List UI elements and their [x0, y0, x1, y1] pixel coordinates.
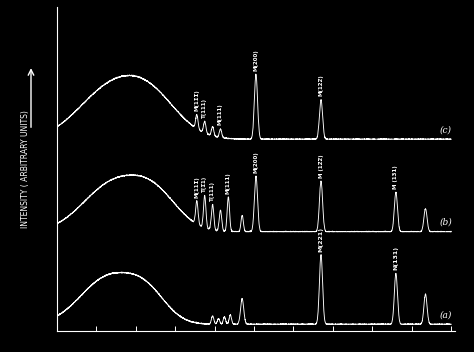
Text: M (131): M (131)	[393, 165, 399, 189]
Text: M(221): M(221)	[319, 227, 324, 252]
Text: M(111): M(111)	[218, 104, 223, 125]
Text: N(131): N(131)	[393, 246, 399, 270]
Text: (a): (a)	[440, 310, 453, 319]
Text: (c): (c)	[440, 125, 452, 134]
Text: T(1̅̅̂1): T(1̅̅̂1)	[202, 176, 207, 192]
Text: INTENSITY ( ARBITRARY UNITS): INTENSITY ( ARBITRARY UNITS)	[20, 110, 29, 228]
Text: M (12̂2̅): M (12̂2̅)	[319, 154, 324, 178]
Text: M(11̂1̅): M(11̂1̅)	[194, 90, 200, 112]
Text: T(111): T(111)	[210, 182, 215, 201]
Text: M(111): M(111)	[226, 172, 231, 194]
Text: M(111̅): M(111̅)	[194, 176, 200, 198]
Text: (b): (b)	[440, 218, 453, 227]
Text: M(200): M(200)	[254, 151, 258, 173]
Text: M(200): M(200)	[254, 49, 258, 71]
Text: T(111): T(111)	[202, 99, 207, 119]
Text: M(12̂2̅): M(12̂2̅)	[319, 75, 324, 96]
